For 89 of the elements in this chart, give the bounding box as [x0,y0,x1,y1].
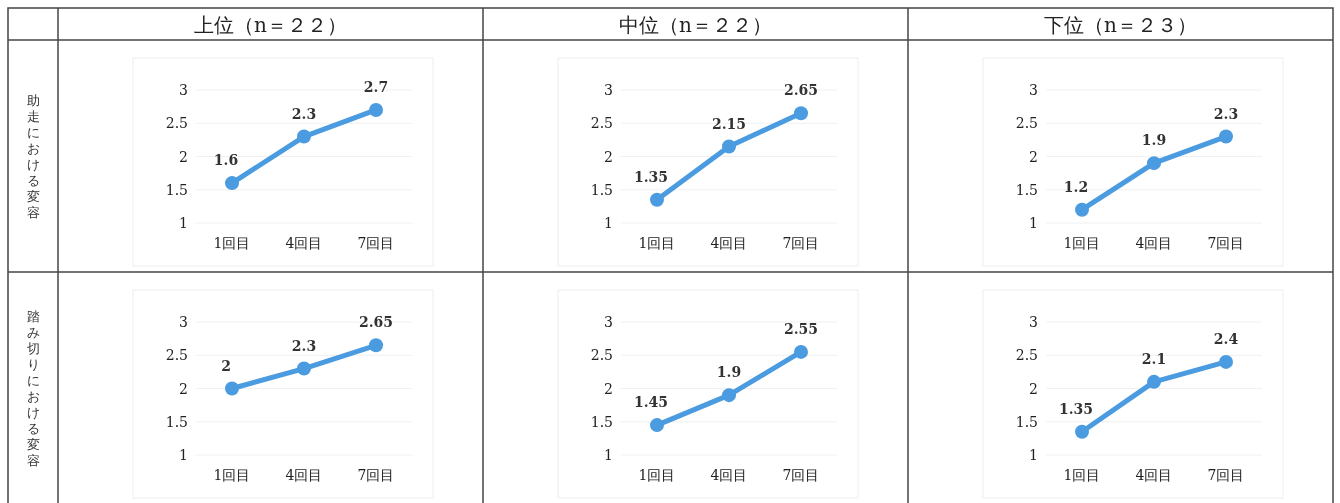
point [794,106,808,121]
y-tick-label: 2.5 [1015,115,1038,132]
y-tick-label: 1 [179,447,188,463]
y-tick-label: 2.5 [165,347,188,364]
y-tick-label: 3 [604,314,613,330]
point [1075,202,1089,217]
data-label: 2.65 [783,82,819,99]
x-tick-label: 4回目 [285,467,323,483]
data-label: 2 [221,357,231,374]
data-label: 2.65 [358,314,394,331]
point [650,418,664,433]
x-tick-label: 4回目 [710,467,748,483]
y-tick-label: 1 [179,215,188,231]
x-tick-label: 1回目 [1063,235,1101,251]
point [1219,129,1233,144]
y-tick-label: 3 [179,82,188,98]
y-tick-label: 2.5 [590,115,613,132]
point [722,139,736,154]
y-tick-label: 1.5 [165,413,188,430]
point [225,176,239,191]
y-tick-label: 1 [1029,215,1038,231]
y-tick-label: 3 [1029,82,1038,98]
point [1147,374,1161,389]
y-tick-label: 2.5 [1015,347,1038,364]
data-label: 1.9 [716,364,742,381]
x-tick-label: 4回目 [1135,467,1173,483]
y-tick-label: 1.5 [590,413,613,430]
data-label: 2.55 [783,320,819,337]
point [1147,156,1161,171]
y-tick-label: 2 [604,148,613,165]
point [1075,424,1089,439]
x-tick-label: 7回目 [357,467,395,483]
x-tick-label: 1回目 [1063,467,1101,483]
y-tick-label: 1.5 [1015,413,1038,430]
y-axis-title: 助走における変容 [26,93,40,220]
y-tick-label: 1.5 [590,181,613,198]
y-tick-label: 2 [179,148,188,165]
x-tick-label: 7回目 [782,235,820,251]
data-label: 2.15 [711,115,747,132]
x-tick-label: 7回目 [1207,235,1245,251]
point [794,344,808,359]
y-tick-label: 3 [179,314,188,330]
data-label: 2.7 [363,78,389,95]
x-tick-label: 7回目 [357,235,395,251]
x-tick-label: 1回目 [638,235,676,251]
data-label: 1.35 [633,168,669,185]
point [722,388,736,403]
point [650,192,664,207]
y-tick-label: 2 [179,380,188,397]
data-label: 2.3 [291,105,317,122]
data-label: 1.9 [1141,132,1167,149]
point [225,381,239,396]
point [297,361,311,376]
x-tick-label: 4回目 [1135,235,1173,251]
x-tick-label: 7回目 [782,467,820,483]
x-tick-label: 4回目 [710,235,748,251]
y-tick-label: 1.5 [1015,181,1038,198]
text: 踏み切りにおける変容 [26,309,40,468]
data-label: 2.3 [1213,105,1239,122]
y-tick-label: 2.5 [165,115,188,132]
chart-title: 下位（n＝２３） [1044,13,1197,37]
point [369,102,383,117]
data-label: 2.4 [1213,330,1239,347]
x-tick-label: 1回目 [213,235,251,251]
y-tick-label: 1.5 [165,181,188,198]
chart-title: 上位（n＝２２） [194,13,347,37]
y-tick-label: 2 [604,380,613,397]
data-label: 1.2 [1063,178,1089,195]
y-tick-label: 2.5 [590,347,613,364]
y-tick-label: 3 [604,82,613,98]
data-label: 2.3 [291,337,317,354]
data-label: 1.6 [213,152,239,169]
data-label: 2.1 [1141,350,1167,367]
y-tick-label: 2 [1029,380,1038,397]
chart-title: 中位（n＝２２） [619,13,772,37]
y-tick-label: 1 [1029,447,1038,463]
y-tick-label: 3 [1029,314,1038,330]
point [1219,354,1233,369]
x-tick-label: 1回目 [638,467,676,483]
x-tick-label: 4回目 [285,235,323,251]
y-tick-label: 2 [1029,148,1038,165]
point [369,338,383,353]
data-label: 1.45 [633,394,669,411]
y-tick-label: 1 [604,215,613,231]
x-tick-label: 1回目 [213,467,251,483]
point [297,129,311,144]
data-label: 1.35 [1058,400,1094,417]
y-tick-label: 1 [604,447,613,463]
x-tick-label: 7回目 [1207,467,1245,483]
